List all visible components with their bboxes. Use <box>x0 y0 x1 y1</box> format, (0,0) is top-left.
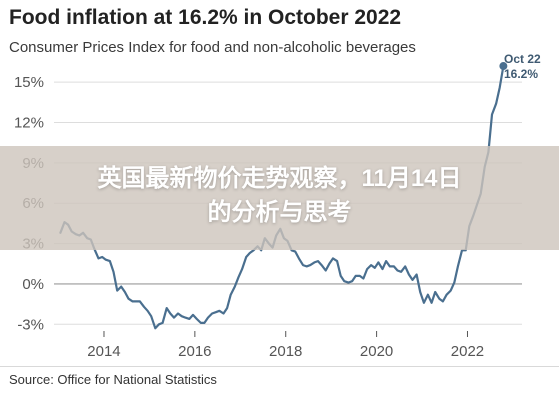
x-tick-label: 2022 <box>451 343 484 360</box>
y-tick-label: -3% <box>17 316 44 333</box>
latest-value-label: 16.2% <box>504 67 539 82</box>
chart-title: Food inflation at 16.2% in October 2022 <box>9 6 402 29</box>
x-tick-label: 2018 <box>269 343 302 360</box>
latest-value-marker <box>499 62 508 71</box>
overlay-banner <box>0 146 559 250</box>
overlay-caption: 英国最新物价走势观察，11月14日 的分析与思考 <box>0 162 559 230</box>
x-tick-label: 2016 <box>178 343 211 360</box>
y-tick-label: 12% <box>14 115 44 132</box>
x-tick-label: 2014 <box>87 343 120 360</box>
source-note: Source: Office for National Statistics <box>9 372 217 387</box>
y-tick-label: 0% <box>22 276 44 293</box>
latest-date-label: Oct 22 <box>504 52 541 67</box>
source-divider <box>0 366 559 367</box>
chart-subtitle: Consumer Prices Index for food and non-a… <box>9 39 416 56</box>
x-tick-label: 2020 <box>360 343 393 360</box>
overlay-caption-line-2: 的分析与思考 <box>207 199 352 226</box>
y-tick-label: 15% <box>14 74 44 91</box>
overlay-caption-line-1: 英国最新物价走势观察，11月14日 <box>97 165 462 192</box>
